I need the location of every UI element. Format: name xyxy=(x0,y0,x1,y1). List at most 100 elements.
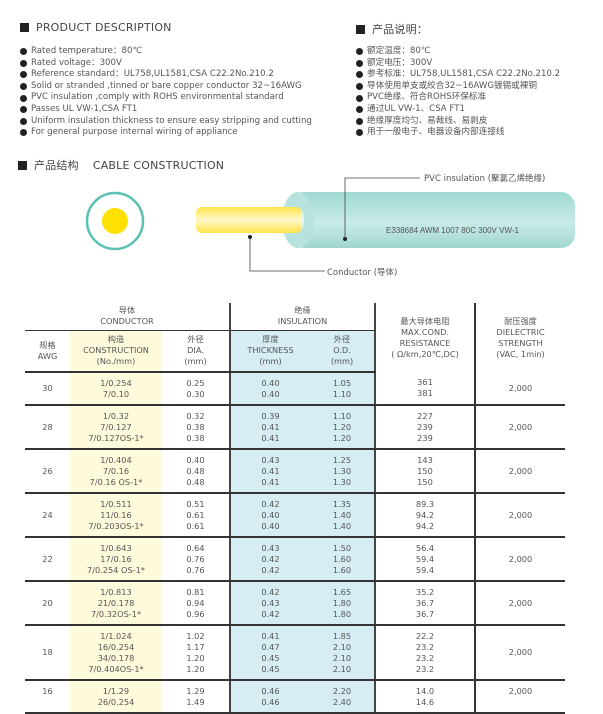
cell-line: 0.76 xyxy=(186,553,205,564)
cell-line: 0.64 xyxy=(186,542,205,553)
item-text: Solid or stranded ,tinned or bare copper… xyxy=(31,80,302,91)
table-row: 24 1/0.511 11/0.16 7/0.203OS-1* 0.51 0.61 0.61… xyxy=(25,493,565,538)
cell-line: 1/0.32 xyxy=(102,410,130,421)
cell-dielectric: 2,000 xyxy=(475,449,565,494)
cell-line: 239 xyxy=(417,432,433,443)
cell-line: 1.05 xyxy=(332,377,352,388)
cell-dia: 1.02 1.17 1.20 1.20 xyxy=(162,625,230,681)
square-bullet-icon xyxy=(18,160,27,170)
cell-line: 1.20 xyxy=(186,652,205,663)
item-text: Rated temperature：80℃ xyxy=(31,46,143,56)
item-text: PVC绝缘、符合ROHS环保标准 xyxy=(367,92,487,103)
cell-thickness: 0.41 0.47 0.45 0.45 xyxy=(229,625,310,681)
item-text: 额定温度：80℃ xyxy=(367,46,431,56)
cell-line: 1.40 xyxy=(332,520,352,531)
cell-construction: 1/0.643 17/0.16 7/0.254 OS-1* xyxy=(70,537,162,582)
cell-line: 1/0.404 xyxy=(100,454,132,465)
cell-line: 0.39 xyxy=(261,410,280,421)
table-row: 26 1/0.404 7/0.16 7/0.16 OS-1* 0.40 0.48 0.48 0… xyxy=(25,449,565,494)
cell-resistance: 56.4 59.4 59.4 xyxy=(375,537,476,582)
description-item: 用于一般电子、电器设备内部连接线 xyxy=(356,127,560,139)
cell-thickness: 0.46 0.46 xyxy=(229,680,310,714)
cell-line: 26/0.254 xyxy=(97,696,135,707)
cell-resistance: 14.0 14.6 xyxy=(375,680,476,714)
cell-line: 0.46 xyxy=(261,696,280,707)
cell-line: 1/0.254 xyxy=(100,377,132,388)
cell-line: 89.3 xyxy=(415,498,435,509)
table-row: 18 1/1.024 16/0.254 34/0.178 7/0.404OS-1* 1.0… xyxy=(25,625,565,681)
cable-diagram: E338684 AWM 1007 80C 300V VW-1 xyxy=(85,177,575,272)
cell-od: 1.05 1.10 xyxy=(310,372,376,406)
cell-line: 56.4 xyxy=(415,542,435,553)
description-item: Passes UL VW-1,CSA FT1 xyxy=(20,104,312,116)
cell-line: 1/0.643 xyxy=(100,542,132,553)
cell-dia: 0.64 0.76 0.76 xyxy=(162,537,230,582)
bullet-icon xyxy=(20,117,27,125)
cell-line: 0.41 xyxy=(261,630,280,641)
conductor-group-header: 导体 CONDUCTOR xyxy=(25,303,230,331)
cell-dielectric: 2,000 xyxy=(475,680,565,714)
cell-line: 0.41 xyxy=(261,432,280,443)
cell-line: 59.4 xyxy=(415,564,435,575)
cell-line: 1.60 xyxy=(332,553,352,564)
heading-text-cn: 产品结构 xyxy=(34,159,79,172)
cell-line: 0.40 xyxy=(261,509,280,520)
bullet-icon xyxy=(20,71,27,79)
cell-construction: 1/0.404 7/0.16 7/0.16 OS-1* xyxy=(70,449,162,494)
cell-line: 1.20 xyxy=(332,432,352,443)
cell-line: 0.42 xyxy=(261,498,280,509)
item-text: 绝缘厚度均匀、易裁线、易剥皮 xyxy=(367,115,488,126)
cell-dielectric: 2,000 xyxy=(475,581,565,626)
cell-thickness: 0.43 0.42 0.42 xyxy=(229,537,310,582)
cell-construction: 1/0.511 11/0.16 7/0.203OS-1* xyxy=(70,493,162,538)
cell-awg: 22 xyxy=(25,537,70,582)
insulation-group-header: 绝缘 INSULATION xyxy=(229,303,376,331)
bullet-icon xyxy=(20,59,27,67)
item-text: 额定电压：300V xyxy=(367,57,433,68)
cell-od: 1.50 1.60 1.60 xyxy=(310,537,376,582)
cell-line: 0.81 xyxy=(186,586,205,597)
cell-line: 7/0.16 OS-1* xyxy=(89,476,143,487)
cell-line: 1.30 xyxy=(332,476,352,487)
cell-line: 7/0.404OS-1* xyxy=(88,663,144,674)
cell-line: 150 xyxy=(417,476,433,487)
bullet-icon xyxy=(356,94,363,102)
cell-line: 0.76 xyxy=(186,564,205,575)
cell-line: 0.45 xyxy=(261,663,280,674)
cell-awg: 26 xyxy=(25,449,70,494)
cell-line: 143 xyxy=(417,454,433,465)
cell-line: 2.10 xyxy=(332,663,352,674)
construction-header: 构造 CONSTRUCTION (No./mm) xyxy=(70,330,162,373)
cell-od: 1.10 1.20 1.20 xyxy=(310,405,376,450)
cell-awg: 28 xyxy=(25,405,70,450)
product-description-heading-cn: 产品说明： xyxy=(356,21,428,37)
cell-line: 0.38 xyxy=(186,432,205,443)
dielectric-header: 耐压强度 DIELECTRIC STRENGTH (VAC, 1min) xyxy=(496,315,545,359)
cell-thickness: 0.42 0.43 0.42 xyxy=(229,581,310,626)
cell-line: 7/0.32OS-1* xyxy=(90,608,142,619)
cell-resistance: 227 239 239 xyxy=(375,405,476,450)
cell-dielectric: 2,000 xyxy=(475,405,565,450)
cell-line: 1.35 xyxy=(332,498,352,509)
item-text: 导体使用单支或绞合32~16AWG镀锡或裸铜 xyxy=(367,80,537,91)
cell-line: 2.10 xyxy=(332,652,352,663)
bullet-icon xyxy=(356,83,363,91)
cell-line: 1/1.024 xyxy=(100,630,132,641)
cell-line: 0.40 xyxy=(186,454,205,465)
description-item: PVC insulation ,comply with ROHS environ… xyxy=(20,92,312,104)
product-description-heading: PRODUCT DESCRIPTION xyxy=(20,21,172,34)
cell-line: 0.40 xyxy=(261,377,280,388)
description-item: Uniform insulation thickness to ensure e… xyxy=(20,116,312,128)
cell-line: 1.17 xyxy=(186,641,205,652)
cell-line: 0.42 xyxy=(261,564,280,575)
cell-line: 1.10 xyxy=(332,388,352,399)
bullet-icon xyxy=(356,59,363,67)
cell-line: 0.61 xyxy=(186,520,205,531)
cell-line: 1.60 xyxy=(332,564,352,575)
item-text: Uniform insulation thickness to ensure e… xyxy=(31,115,312,126)
thickness-header: 厚度 THICKNESS (mm) xyxy=(229,330,310,373)
cell-line: 1.50 xyxy=(332,542,352,553)
cell-dielectric: 2,000 xyxy=(475,625,565,681)
cell-line: 1/0.511 xyxy=(100,498,132,509)
cell-dia: 0.32 0.38 0.38 xyxy=(162,405,230,450)
